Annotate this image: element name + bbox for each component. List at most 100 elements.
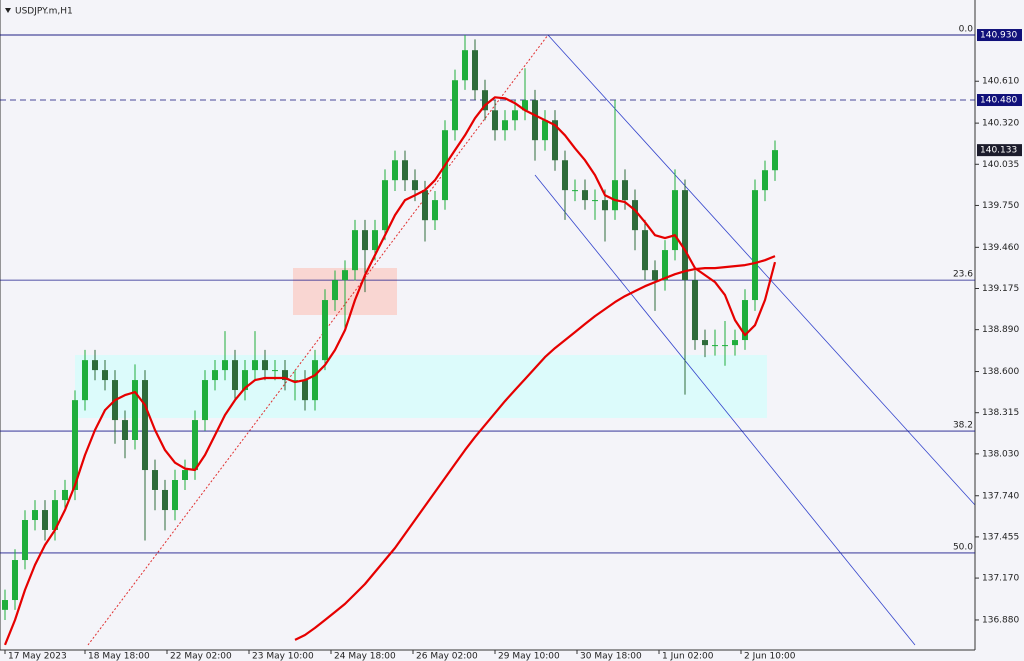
candle-body [302, 380, 308, 401]
candle-body [332, 280, 338, 301]
candle-body [362, 230, 368, 251]
x-tick-label: 1 Jun 02:00 [662, 652, 714, 661]
x-tick-label: 24 May 18:00 [334, 652, 396, 661]
candle-body [72, 400, 78, 490]
candle-body [192, 420, 198, 471]
candle-body [92, 360, 98, 371]
candle-body [232, 360, 238, 391]
candle-body [252, 360, 258, 371]
candle-body [342, 270, 348, 281]
candle-body [472, 50, 478, 91]
y-tick-label: 139.750 [982, 201, 1019, 211]
candle-body [32, 510, 38, 521]
candle-body [542, 120, 548, 141]
fib-label: 38.2 [953, 421, 973, 431]
candle-body [662, 250, 668, 281]
y-tick-label: 136.880 [982, 615, 1019, 625]
candle-body [122, 420, 128, 441]
candle-body [222, 360, 228, 371]
candle-body [452, 80, 458, 131]
candle-body [182, 470, 188, 481]
candle-body [2, 600, 8, 610]
candle-body [772, 150, 778, 171]
y-tick-label: 139.460 [982, 243, 1019, 253]
candle-body [762, 170, 768, 191]
price-box: 140.480 [977, 94, 1022, 107]
price-box-label: 140.930 [980, 31, 1017, 41]
candle-body [712, 345, 718, 347]
candle-body [672, 190, 678, 251]
y-tick-label: 138.890 [982, 325, 1019, 335]
candle-body [422, 190, 428, 221]
candle-body [552, 120, 558, 161]
x-tick-label: 18 May 18:00 [88, 652, 150, 661]
price-box-bg [977, 144, 1022, 157]
candle-body [522, 100, 528, 111]
y-tick-label: 140.610 [982, 77, 1019, 87]
candle-body [42, 510, 48, 530]
candle-body [142, 380, 148, 471]
candle-body [732, 340, 738, 346]
candle-body [682, 190, 688, 281]
price-box-label: 140.133 [980, 146, 1017, 156]
candle-body [742, 300, 748, 341]
y-tick-label: 140.035 [982, 160, 1019, 170]
menu-arrow[interactable] [5, 8, 11, 13]
candle-body [642, 230, 648, 271]
candle-body [12, 560, 18, 601]
candle-body [402, 160, 408, 181]
candle-body [312, 360, 318, 401]
candle-body [482, 90, 488, 111]
candle-body [272, 370, 278, 372]
candle-body [572, 190, 578, 192]
x-tick-label: 17 May 2023 [8, 652, 67, 661]
candle-body [202, 380, 208, 421]
candle-body [752, 190, 758, 301]
x-tick-label: 26 May 02:00 [416, 652, 478, 661]
candle-body [62, 489, 68, 501]
price-box-bg [977, 94, 1022, 107]
candle-body [152, 470, 158, 490]
candle-body [582, 190, 588, 201]
candle-body [172, 480, 178, 511]
candle-body [652, 270, 658, 281]
channel-line [547, 34, 976, 506]
candle-body [352, 230, 358, 271]
candle-body [602, 200, 608, 211]
y-tick-label: 137.170 [982, 574, 1019, 584]
candle-body [492, 110, 498, 131]
candle-body [212, 370, 218, 381]
candle-body [562, 160, 568, 191]
x-tick-label: 22 May 02:00 [170, 652, 232, 661]
candle-body [282, 370, 288, 381]
price-box-bg [977, 29, 1022, 42]
candle-body [592, 200, 598, 202]
candle-body [52, 500, 58, 530]
candle-body [502, 120, 508, 131]
x-tick-label: 29 May 10:00 [498, 652, 560, 661]
candle-body [622, 180, 628, 201]
candle-body [322, 300, 328, 361]
y-tick-label: 137.740 [982, 491, 1019, 501]
moving-average [294, 255, 776, 641]
price-box-label: 140.480 [980, 96, 1017, 106]
fib-label: 23.6 [953, 270, 973, 280]
fib-label: 50.0 [953, 542, 973, 552]
candle-body [462, 50, 468, 81]
candle-body [432, 200, 438, 221]
fib-label: 0.0 [959, 25, 974, 35]
y-tick-label: 140.320 [982, 119, 1019, 129]
y-tick-label: 137.455 [982, 532, 1019, 542]
candle-body [382, 180, 388, 231]
candle-body [102, 370, 108, 381]
price-box: 140.133 [977, 144, 1022, 157]
x-tick-label: 23 May 10:00 [252, 652, 314, 661]
candle-body [412, 180, 418, 191]
fib-trend-line [87, 34, 549, 646]
candle-body [722, 345, 728, 347]
price-box: 140.930 [977, 29, 1022, 42]
candle-body [692, 280, 698, 341]
candle-body [372, 230, 378, 251]
candle-body [702, 340, 708, 346]
candle-body [532, 100, 538, 141]
